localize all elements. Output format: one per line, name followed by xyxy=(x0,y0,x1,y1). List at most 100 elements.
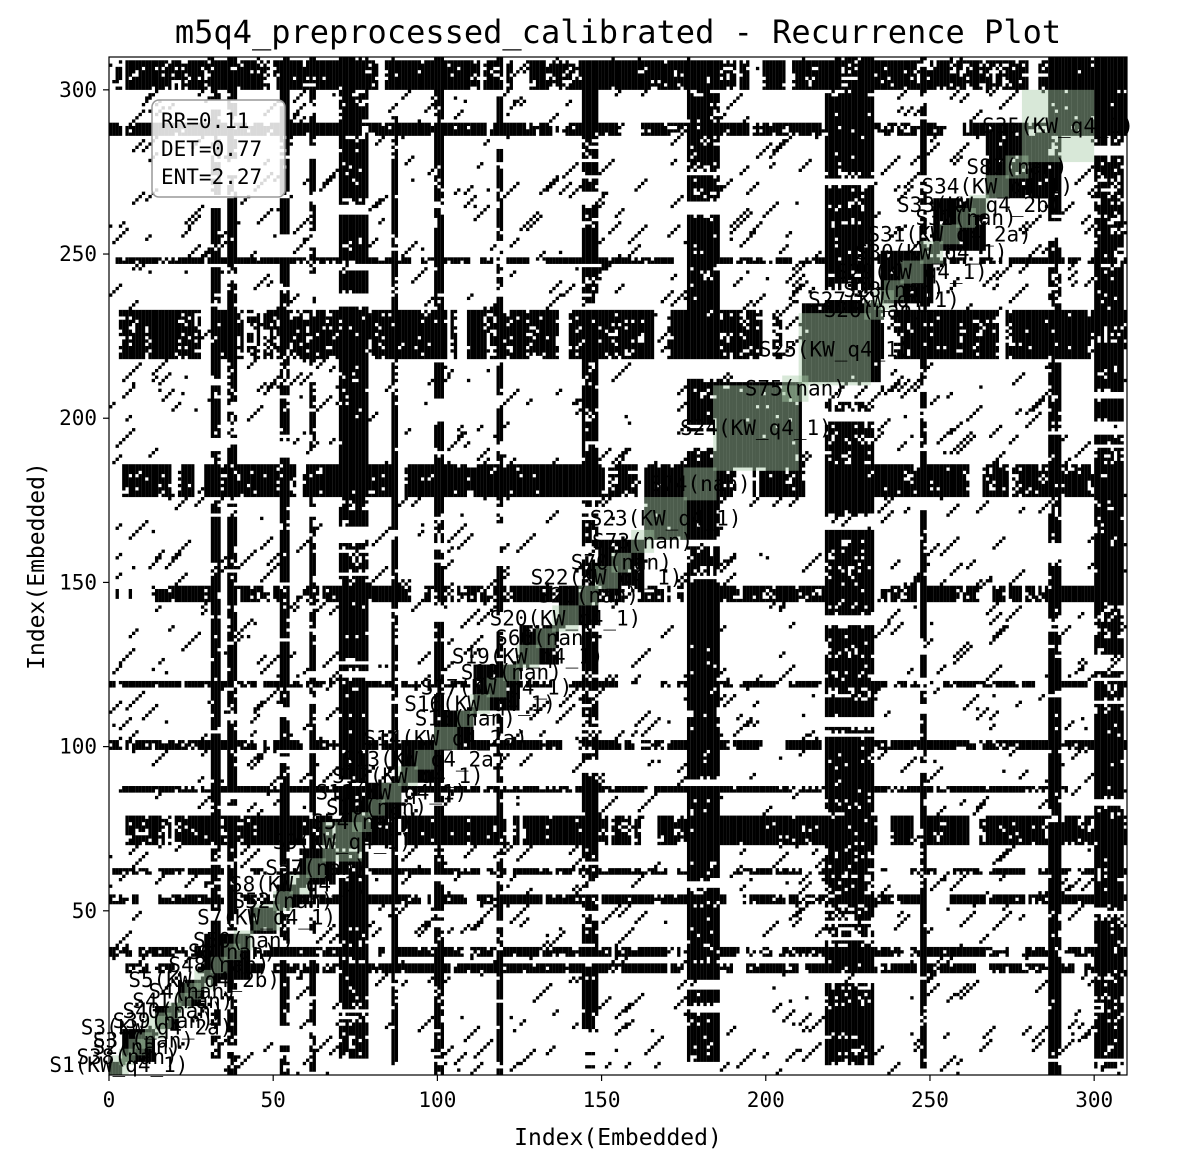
recurrence-run xyxy=(128,345,133,360)
recurrence-run xyxy=(693,175,697,179)
recurrence-run xyxy=(325,687,330,691)
recurrence-run xyxy=(595,447,599,498)
recurrence-run xyxy=(214,1055,218,1059)
recurrence-run xyxy=(292,122,297,136)
recurrence-run xyxy=(709,428,714,432)
recurrence-run xyxy=(122,657,126,662)
recurrence-run xyxy=(677,86,681,90)
recurrence-run xyxy=(463,585,467,590)
recurrence-run xyxy=(122,897,126,905)
recurrence-run xyxy=(542,730,546,734)
recurrence-run xyxy=(361,1015,366,1059)
recurrence-run xyxy=(683,740,688,750)
recurrence-run xyxy=(713,237,717,268)
recurrence-run xyxy=(365,999,369,1010)
recurrence-run xyxy=(545,257,550,264)
recurrence-run xyxy=(486,1042,490,1046)
recurrence-run xyxy=(352,510,356,527)
recurrence-run xyxy=(296,1071,300,1076)
recurrence-run xyxy=(706,1055,710,1062)
recurrence-run xyxy=(378,309,382,327)
recurrence-run xyxy=(141,257,146,268)
recurrence-run xyxy=(151,464,156,498)
recurrence-run xyxy=(207,789,211,793)
recurrence-run xyxy=(378,907,382,911)
recurrence-run xyxy=(591,444,596,498)
recurrence-run xyxy=(549,963,553,974)
recurrence-run xyxy=(279,927,284,938)
recurrence-run xyxy=(437,457,441,517)
recurrence-run xyxy=(348,782,353,849)
recurrence-run xyxy=(608,336,612,356)
recurrence-run xyxy=(329,349,333,356)
recurrence-run xyxy=(368,822,372,846)
recurrence-run xyxy=(128,950,133,957)
recurrence-run xyxy=(161,309,165,360)
recurrence-run xyxy=(693,168,697,172)
recurrence-run xyxy=(194,585,198,603)
recurrence-run xyxy=(420,322,425,353)
recurrence-run xyxy=(434,621,438,629)
recurrence-run xyxy=(512,917,517,921)
recurrence-run xyxy=(486,868,490,872)
recurrence-run xyxy=(473,611,477,616)
recurrence-run xyxy=(608,474,612,478)
recurrence-run xyxy=(128,736,133,744)
recurrence-run xyxy=(562,930,566,934)
recurrence-run xyxy=(470,963,474,974)
recurrence-run xyxy=(151,707,156,711)
recurrence-run xyxy=(253,963,257,974)
recurrence-run xyxy=(329,316,333,327)
recurrence-run xyxy=(266,786,270,796)
recurrence-run xyxy=(565,464,569,498)
recurrence-run xyxy=(348,579,353,583)
recurrence-run xyxy=(243,861,247,865)
recurrence-run xyxy=(595,221,599,264)
recurrence-run xyxy=(286,772,290,852)
recurrence-run xyxy=(335,401,339,406)
recurrence-run xyxy=(427,920,431,928)
recurrence-run xyxy=(312,503,316,507)
recurrence-run xyxy=(555,457,559,461)
recurrence-run xyxy=(621,309,625,360)
recurrence-run xyxy=(713,214,717,235)
recurrence-run xyxy=(575,1022,579,1026)
recurrence-run xyxy=(240,841,244,846)
recurrence-run xyxy=(493,854,497,859)
recurrence-run xyxy=(430,822,435,839)
recurrence-run xyxy=(174,260,179,264)
recurrence-run xyxy=(526,221,530,225)
recurrence-run xyxy=(690,286,694,360)
recurrence-run xyxy=(604,355,609,360)
recurrence-run xyxy=(250,759,254,764)
recurrence-run xyxy=(624,1006,628,1013)
recurrence-run xyxy=(256,848,261,852)
recurrence-run xyxy=(496,726,500,741)
recurrence-run xyxy=(598,277,602,281)
recurrence-run xyxy=(388,894,392,905)
recurrence-run xyxy=(677,592,681,599)
recurrence-run xyxy=(312,158,316,192)
recurrence-run xyxy=(457,467,461,498)
recurrence-run xyxy=(131,680,136,688)
recurrence-run xyxy=(614,795,619,800)
recurrence-run xyxy=(595,772,599,777)
recurrence-run xyxy=(706,989,710,1003)
recurrence-run xyxy=(269,907,274,934)
recurrence-run xyxy=(640,992,645,997)
recurrence-run xyxy=(135,76,139,90)
recurrence-run xyxy=(489,306,494,314)
recurrence-run xyxy=(535,710,540,714)
recurrence-run xyxy=(473,946,477,954)
recurrence-run xyxy=(486,611,490,616)
recurrence-run xyxy=(509,322,513,337)
recurrence-run xyxy=(618,326,622,356)
recurrence-run xyxy=(598,204,602,209)
recurrence-run xyxy=(122,937,126,941)
recurrence-run xyxy=(437,917,441,921)
recurrence-run xyxy=(654,460,658,514)
recurrence-run xyxy=(709,447,714,455)
recurrence-run xyxy=(256,897,261,901)
recurrence-run xyxy=(667,950,671,954)
recurrence-run xyxy=(200,611,205,616)
